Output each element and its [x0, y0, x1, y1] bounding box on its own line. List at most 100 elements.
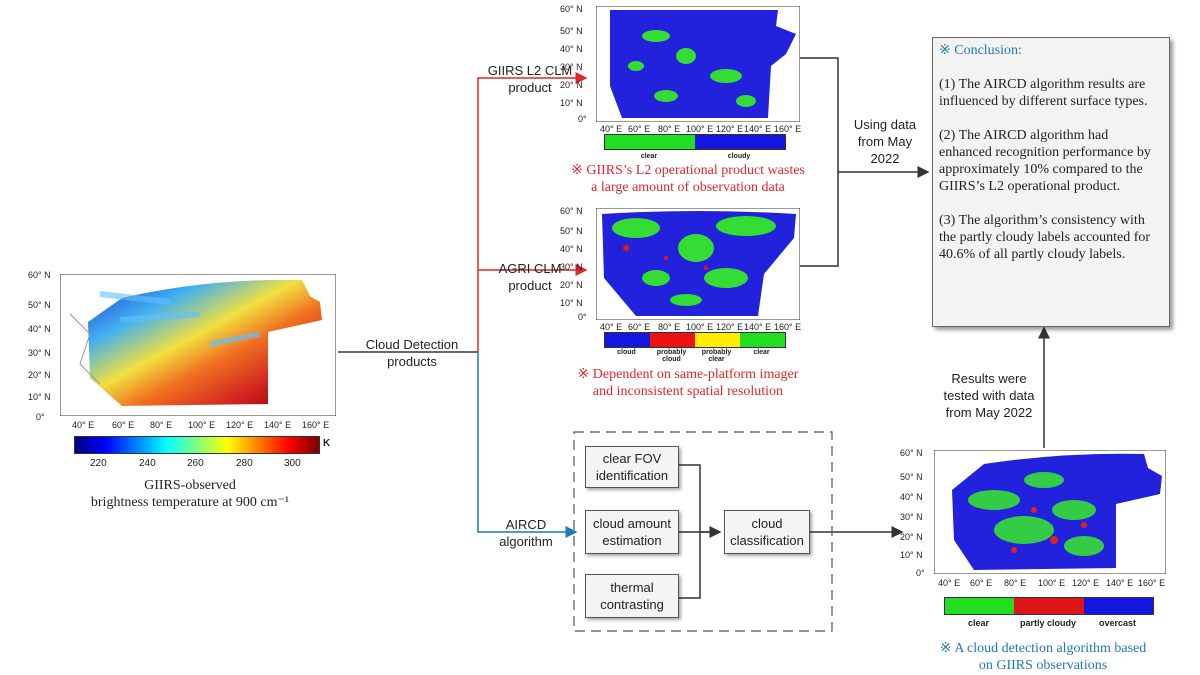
agri-map: 60° N 50° N 40° N 30° N 20° N 10° N 0° 4… — [560, 204, 805, 354]
result-map-plot — [934, 450, 1166, 574]
caption-line: brightness temperature at 900 cm⁻¹ — [90, 495, 290, 510]
conclusion-heading: ※ Conclusion: — [939, 43, 1022, 58]
agri-lat-tick: 40° N — [560, 244, 583, 254]
result-map: 60° N 50° N 40° N 30° N 20° N 10° N 0° 4… — [900, 444, 1170, 604]
giirs-branch-arrow — [477, 72, 588, 352]
giirs-map: 60° N 50° N 40° N 30° N 20° N 10° N 0° 4… — [560, 2, 805, 152]
colorbar-tick: 240 — [139, 458, 156, 469]
result-lat-tick: 20° N — [900, 532, 923, 542]
result-lat-tick: 50° N — [900, 472, 923, 482]
agri-branch-label: AGRI CLM product — [498, 261, 562, 293]
result-lon-tick: 40° E — [938, 578, 961, 588]
result-lat-tick: 0° — [916, 568, 925, 578]
agri-lon-tick: 160° E — [774, 322, 802, 332]
colorbar-tick: 260 — [187, 458, 204, 469]
left-lon-tick: 120° E — [226, 420, 254, 430]
result-lon-tick: 120° E — [1072, 578, 1100, 588]
left-lat-tick: 10° N — [28, 392, 51, 402]
giirs-lon-tick: 160° E — [774, 124, 802, 134]
giirs-lat-tick: 20° N — [560, 80, 583, 90]
left-lat-tick: 50° N — [28, 300, 51, 310]
agri-lon-tick: 100° E — [686, 322, 714, 332]
agri-lon-tick: 40° E — [600, 322, 623, 332]
left-map: 60° N 50° N 40° N 30° N 20° N 10° N 0° 4… — [20, 268, 340, 508]
result-lat-tick: 40° N — [900, 492, 923, 502]
agri-lon-tick: 60° E — [628, 322, 651, 332]
result-note: ※ A cloud detection algorithm based on GI… — [939, 641, 1147, 673]
conclusion-box: ※ Conclusion: (1) The AIRCD algorithm re… — [932, 37, 1170, 327]
colorbar-tick: 300 — [284, 458, 301, 469]
left-lon-tick: 80° E — [150, 420, 173, 430]
colorbar-unit: K — [323, 438, 331, 449]
giirs-lat-tick: 40° N — [560, 44, 583, 54]
cloud-classification-box: cloud classification — [724, 510, 810, 554]
colorbar-tick: 280 — [236, 458, 253, 469]
giirs-legend — [604, 134, 786, 150]
conclusion-point-3: (3) The algorithm’s consistency with the… — [939, 213, 1151, 262]
algorithm-dashed-frame — [573, 431, 833, 632]
result-lon-tick: 160° E — [1138, 578, 1166, 588]
result-lat-tick: 30° N — [900, 512, 923, 522]
giirs-note: ※ GIIRS’s L2 operational product wastes a… — [571, 163, 805, 195]
agri-lon-tick: 140° E — [744, 322, 772, 332]
left-map-plot — [60, 274, 336, 416]
agri-lat-tick: 60° N — [560, 206, 583, 216]
left-lat-tick: 40° N — [28, 324, 51, 334]
aircd-branch-label: AIRCD algorithm — [499, 517, 553, 549]
giirs-map-plot — [596, 6, 800, 122]
using-data-label: Using data from May 2022 — [853, 117, 917, 166]
giirs-lat-tick: 50° N — [560, 26, 583, 36]
result-lat-tick: 10° N — [900, 550, 923, 560]
left-colorbar — [74, 436, 320, 454]
step-cloud-amount: cloud amount estimation — [585, 510, 679, 554]
left-lat-tick: 0° — [36, 412, 45, 422]
giirs-lat-tick: 60° N — [560, 4, 583, 14]
giirs-lat-tick: 10° N — [560, 98, 583, 108]
left-lat-tick: 20° N — [28, 370, 51, 380]
left-lon-tick: 100° E — [188, 420, 216, 430]
giirs-branch-label: GIIRS L2 CLM product — [487, 63, 573, 95]
giirs-lon-tick: 140° E — [744, 124, 772, 134]
left-lon-tick: 140° E — [264, 420, 292, 430]
legend-label: clear — [640, 153, 658, 160]
colorbar-tick: 220 — [90, 458, 107, 469]
conclusion-point-1: (1) The AIRCD algorithm results are infl… — [939, 77, 1148, 109]
legend-label: clear — [753, 349, 770, 356]
giirs-lon-tick: 40° E — [600, 124, 623, 134]
step-clear-fov: clear FOV identification — [585, 446, 679, 488]
left-lat-tick: 30° N — [28, 348, 51, 358]
agri-lat-tick: 50° N — [560, 226, 583, 236]
left-lat-tick: 60° N — [28, 270, 51, 280]
giirs-lon-tick: 100° E — [686, 124, 714, 134]
agri-lat-tick: 0° — [578, 312, 587, 322]
legend-label: cloudy — [727, 153, 751, 160]
giirs-lon-tick: 80° E — [658, 124, 681, 134]
left-lon-tick: 160° E — [302, 420, 330, 430]
cloud-detection-label: Cloud Detection products — [365, 337, 459, 369]
result-lon-tick: 140° E — [1106, 578, 1134, 588]
legend-label: overcast — [1098, 618, 1137, 628]
step-thermal-contrasting: thermal contrasting — [585, 574, 679, 618]
results-tested-label: Results were tested with data from May 202… — [943, 371, 1035, 420]
left-lon-tick: 40° E — [72, 420, 95, 430]
giirs-lat-tick: 0° — [578, 114, 587, 124]
conclusion-point-2: (2) The AIRCD algorithm had enhanced rec… — [939, 128, 1151, 194]
agri-map-plot — [596, 208, 800, 320]
giirs-lon-tick: 120° E — [716, 124, 744, 134]
giirs-lat-tick: 30° N — [560, 62, 583, 72]
agri-lat-tick: 20° N — [560, 280, 583, 290]
legend-label: probably cloud — [656, 349, 687, 363]
legend-label: cloud — [617, 349, 636, 356]
caption-line: GIIRS-observed — [144, 478, 236, 493]
giirs-lon-tick: 60° E — [628, 124, 651, 134]
legend-label: partly cloudy — [1019, 618, 1076, 628]
result-lon-tick: 60° E — [970, 578, 993, 588]
agri-lat-tick: 10° N — [560, 298, 583, 308]
left-lon-tick: 60° E — [112, 420, 135, 430]
aircd-branch-arrow — [477, 352, 578, 538]
agri-lon-tick: 80° E — [658, 322, 681, 332]
result-lat-tick: 60° N — [900, 448, 923, 458]
result-lon-tick: 100° E — [1038, 578, 1066, 588]
agri-lat-tick: 30° N — [560, 262, 583, 272]
